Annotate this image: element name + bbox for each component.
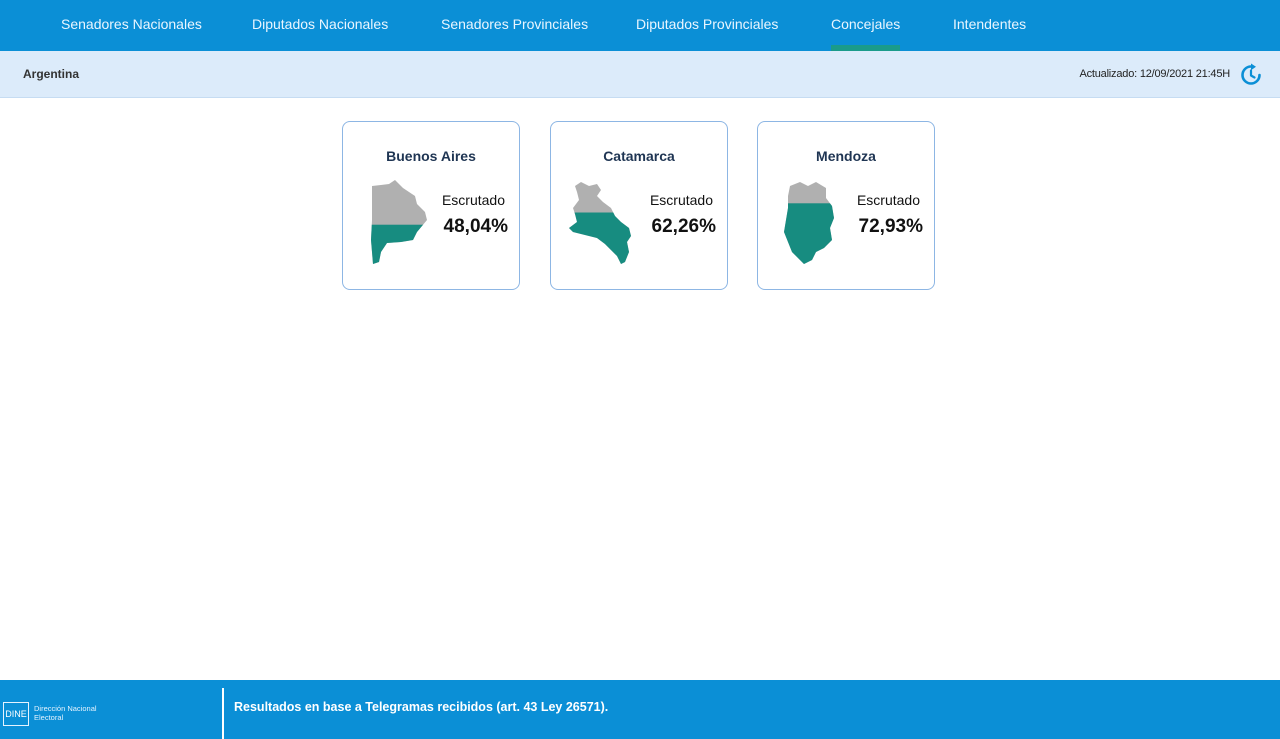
province-card-buenos-aires[interactable]: Buenos Aires Escrutado 48,04% (342, 121, 520, 290)
buenos-aires-map-icon (371, 180, 427, 264)
breadcrumb-bar: Argentina Actualizado: 12/09/2021 21:45H (0, 51, 1280, 98)
footer-divider (222, 688, 224, 739)
scrutinized-label: Escrutado (441, 192, 505, 208)
last-updated-text: Actualizado: 12/09/2021 21:45H (1079, 68, 1230, 80)
province-card-mendoza[interactable]: Mendoza Escrutado 72,93% (757, 121, 935, 290)
tab-diputados-nacionales[interactable]: Diputados Nacionales (252, 16, 389, 32)
top-navigation: Senadores Nacionales Diputados Nacionale… (0, 0, 1280, 51)
footer: DINE Dirección Nacional Electoral Result… (0, 680, 1280, 739)
tab-intendentes[interactable]: Intendentes (953, 16, 1027, 32)
scrutinized-percent: 72,93% (858, 216, 923, 237)
tab-diputados-provinciales[interactable]: Diputados Provinciales (636, 16, 779, 32)
tab-senadores-provinciales[interactable]: Senadores Provinciales (441, 16, 589, 32)
province-name: Catamarca (603, 148, 675, 164)
scrutinized-label: Escrutado (649, 192, 713, 208)
tab-senadores-nacionales[interactable]: Senadores Nacionales (61, 16, 202, 32)
org-name: Dirección Nacional Electoral (34, 704, 144, 722)
scrutinized-percent: 62,26% (651, 216, 716, 237)
province-card-catamarca[interactable]: Catamarca Escrutado 62,26% (550, 121, 728, 290)
mendoza-map-icon (784, 182, 834, 264)
refresh-icon[interactable] (1239, 63, 1263, 87)
org-name-line-1: Dirección Nacional (34, 704, 97, 713)
org-name-line-2: Electoral (34, 713, 64, 722)
dine-logo: DINE (3, 702, 29, 726)
footer-note: Resultados en base a Telegramas recibido… (234, 700, 609, 714)
breadcrumb[interactable]: Argentina (23, 67, 80, 81)
catamarca-map-icon (569, 182, 631, 264)
province-name: Mendoza (816, 148, 876, 164)
scrutinized-percent: 48,04% (443, 216, 508, 237)
province-name: Buenos Aires (386, 148, 476, 164)
tab-concejales[interactable]: Concejales (831, 0, 901, 51)
scrutinized-label: Escrutado (856, 192, 920, 208)
